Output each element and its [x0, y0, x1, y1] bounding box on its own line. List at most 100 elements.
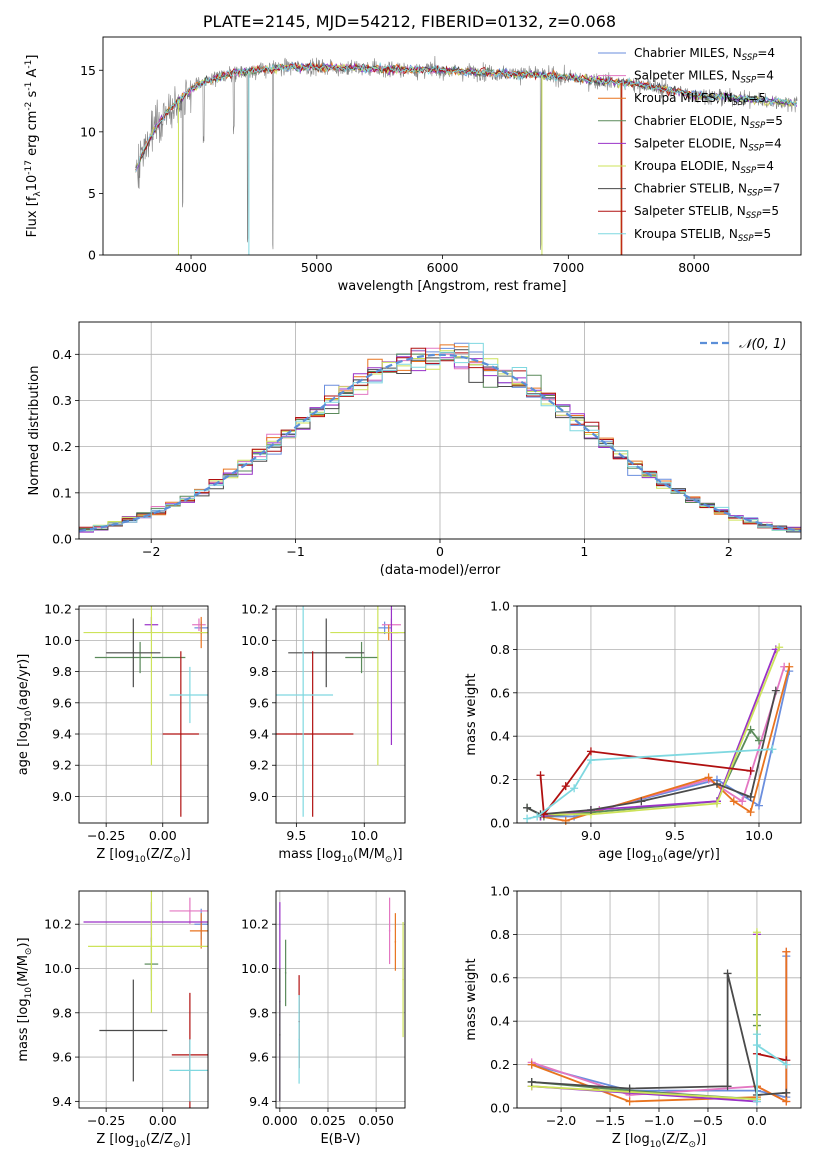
spectrum-legend-label: Chabrier STELIB, NSSP=7	[634, 182, 780, 199]
mass-vs-ebv-ytick-label: 9.4	[249, 1094, 269, 1109]
weight-vs-z-ylabel: mass weight	[464, 958, 479, 1040]
mass-vs-ebv-xtick-label: 0.025	[310, 1113, 346, 1128]
mass-vs-z-xtick-label: −0.25	[87, 1113, 125, 1128]
weight-vs-age-series-line	[540, 646, 781, 816]
mass-vs-ebv-point	[394, 941, 397, 943]
age-vs-z-ytick-label: 10.2	[44, 602, 72, 617]
age-vs-z-ylabel: age [log10(age/yr)]	[16, 654, 34, 776]
spectrum-legend-label: Salpeter STELIB, NSSP=5	[634, 204, 779, 221]
weight-vs-age-marker	[637, 797, 646, 806]
age-vs-z-point	[180, 733, 182, 735]
mass-vs-ebv-ytick-label: 10.0	[241, 961, 269, 976]
age-vs-z-point	[150, 631, 153, 634]
weight-vs-z-marker	[752, 1041, 761, 1050]
mass-vs-z-xlabel: Z [log10(Z/Z⊙)]	[96, 1132, 190, 1150]
spectrum-model-line	[135, 62, 798, 173]
weight-vs-z-marker	[782, 1060, 791, 1069]
age-vs-z-point	[139, 656, 141, 659]
weight-vs-z-marker	[752, 1030, 761, 1039]
weight-vs-age-series-line	[539, 750, 751, 817]
weight-vs-age-ytick-label: 0.8	[490, 642, 510, 657]
mass-vs-z-ytick-label: 10.0	[44, 961, 72, 976]
weight-vs-age-marker	[729, 797, 738, 806]
mass-vs-ebv-point	[298, 1038, 300, 1041]
histogram-ylabel: Normed distribution	[27, 366, 42, 496]
weight-vs-age-ytick-label: 0.0	[490, 816, 510, 831]
age-vs-mass-ytick-label: 9.4	[249, 727, 269, 742]
age-vs-z-xtick-label: −0.25	[87, 828, 125, 843]
weight-vs-z-ytick-label: 0.8	[490, 927, 510, 942]
histogram-xtick-label: 2	[725, 544, 733, 559]
age-vs-mass-ytick-label: 9.2	[249, 758, 269, 773]
weight-vs-z-xtick-label: −0.5	[693, 1113, 723, 1128]
age-vs-mass-ytick-label: 10.2	[241, 602, 269, 617]
weight-vs-z-frame	[516, 890, 802, 1109]
weight-vs-z-marker	[752, 928, 761, 937]
weight-vs-z-series-line	[756, 1034, 787, 1102]
histogram-gaussian-line	[78, 353, 802, 532]
weight-vs-age-marker	[533, 812, 542, 821]
weight-vs-z-xlabel: Z [log10(Z/Z⊙)]	[612, 1132, 706, 1150]
weight-vs-z-marker	[527, 1060, 536, 1069]
weight-vs-age-xtick-label: 10.0	[745, 828, 773, 843]
weight-vs-z-series-line	[531, 973, 787, 1096]
weight-vs-age-marker	[523, 814, 532, 823]
weight-vs-age-ytick-label: 1.0	[490, 599, 510, 614]
histogram-xtick-label: 1	[580, 544, 588, 559]
mass-vs-ebv-xtick-label: 0.000	[262, 1113, 298, 1128]
weight-vs-age-marker	[746, 808, 755, 817]
histogram-ytick-label: 0.0	[52, 532, 72, 547]
weight-vs-age-frame	[516, 605, 802, 824]
mass-vs-ebv-xtick-label: 0.050	[358, 1113, 394, 1128]
histogram-ytick-label: 0.1	[52, 485, 72, 500]
weight-vs-age-marker	[586, 756, 595, 765]
histogram-xlabel: (data-model)/error	[380, 563, 501, 578]
mass-vs-ebv-point	[284, 972, 287, 974]
age-vs-z-ytick-label: 9.0	[52, 789, 72, 804]
mass-vs-z-ylabel: mass [log10(M/M⊙)]	[16, 937, 34, 1061]
weight-vs-age-marker	[738, 797, 747, 806]
histogram-ytick-label: 0.2	[52, 439, 72, 454]
weight-vs-z-marker	[723, 969, 732, 978]
weight-vs-z-marker	[782, 947, 791, 956]
mass-vs-z-point	[150, 945, 153, 948]
weight-vs-age-marker	[523, 803, 532, 812]
weight-vs-age-marker	[754, 801, 763, 810]
mass-vs-z-ytick-label: 10.2	[44, 917, 72, 932]
mass-vs-z-ytick-label: 9.8	[52, 1005, 72, 1020]
weight-vs-z-marker	[752, 1097, 761, 1106]
age-vs-mass-point	[360, 656, 363, 659]
weight-vs-z-marker	[625, 1097, 634, 1106]
age-vs-mass-point	[383, 627, 386, 629]
weight-vs-age-ytick-label: 0.6	[490, 685, 510, 700]
age-vs-z-ytick-label: 10.0	[44, 633, 72, 648]
weight-vs-age-marker	[712, 799, 721, 808]
age-vs-mass-xtick-label: 9.5	[286, 828, 306, 843]
age-vs-z-ytick-label: 9.2	[52, 758, 72, 773]
weight-vs-age-ylabel: mass weight	[464, 673, 479, 755]
weight-vs-age-marker	[536, 771, 545, 780]
spectrum-data-line	[135, 55, 798, 255]
spectrum-xtick-label: 6000	[427, 260, 459, 275]
age-vs-mass-xlabel: mass [log10(M/M⊙)]	[278, 847, 402, 865]
histogram-xtick-label: −2	[142, 544, 160, 559]
age-vs-z-xlabel: Z [log10(Z/Z⊙)]	[96, 847, 190, 865]
weight-vs-z-marker	[782, 1088, 791, 1097]
weight-vs-z-ytick-label: 1.0	[490, 884, 510, 899]
spectrum-ytick-label: 0	[88, 248, 96, 263]
weight-vs-z-marker	[527, 1077, 536, 1086]
mass-vs-z-point	[132, 1029, 135, 1032]
weight-vs-age-marker	[570, 784, 579, 793]
weight-vs-age-marker	[746, 725, 755, 734]
spectrum-xtick-label: 5000	[301, 260, 333, 275]
weight-vs-z-ytick-label: 0.4	[490, 1014, 510, 1029]
weight-vs-age-marker	[586, 805, 595, 814]
spectrum-xtick-label: 8000	[678, 260, 710, 275]
weight-vs-age-series-line	[540, 666, 791, 822]
age-vs-z-xtick-label: 0.00	[149, 828, 177, 843]
histogram-ytick-label: 0.3	[52, 393, 72, 408]
mass-vs-z-ytick-label: 9.6	[52, 1050, 72, 1065]
figure-title: PLATE=2145, MJD=54212, FIBERID=0132, z=0…	[202, 12, 617, 31]
weight-vs-z-xtick-label: 0.0	[747, 1113, 767, 1128]
